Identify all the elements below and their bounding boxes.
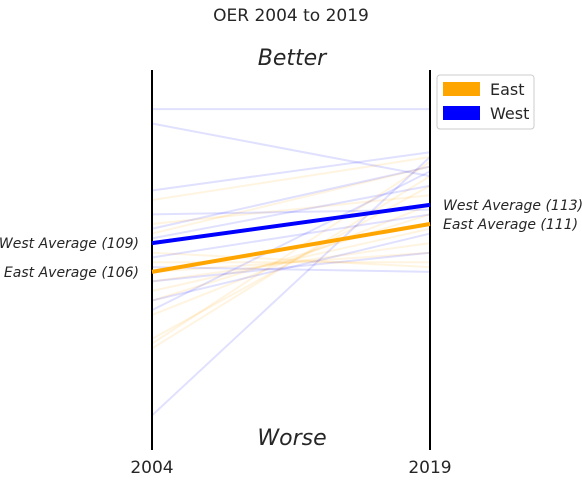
west-average-start-label: West Average (109) [0, 236, 139, 252]
team-line-east-7 [151, 251, 431, 273]
legend-label-east: East [490, 80, 525, 99]
legend: East West [436, 74, 535, 130]
team-line-east-6 [151, 242, 431, 283]
west-average-line [151, 202, 431, 246]
team-line-west-22 [151, 151, 431, 192]
team-line-west-14 [151, 170, 431, 312]
legend-swatch-east [443, 82, 480, 96]
team-line-west-16 [151, 251, 431, 283]
chart-title: OER 2004 to 2019 [213, 6, 369, 26]
team-line-west-13 [151, 156, 431, 417]
x-tick-label-2004: 2004 [130, 458, 173, 478]
team-line-east-10 [151, 165, 431, 235]
team-line-east-3 [151, 203, 431, 316]
team-lines [151, 108, 431, 417]
team-line-west-18 [151, 213, 431, 259]
team-line-east-11 [151, 194, 431, 225]
east-average-line [151, 222, 431, 274]
team-line-east-9 [151, 251, 431, 269]
team-line-east-12 [151, 156, 431, 202]
team-line-west-15 [151, 232, 431, 302]
east-average-end-label: East Average (111) [443, 217, 578, 233]
legend-swatch-west [443, 106, 480, 120]
legend-label-west: West [490, 104, 529, 123]
team-line-west-23 [151, 122, 431, 178]
team-line-west-19 [151, 184, 431, 240]
team-line-east-1 [151, 175, 431, 350]
x-tick-label-2019: 2019 [408, 458, 451, 478]
east-average-start-label: East Average (106) [4, 265, 139, 281]
team-line-west-20 [151, 165, 431, 230]
worse-label: Worse [257, 426, 326, 451]
team-line-east-4 [151, 213, 431, 302]
west-average-end-label: West Average (113) [443, 198, 582, 214]
team-line-west-17 [151, 266, 431, 273]
average-lines [151, 202, 431, 274]
team-line-east-5 [151, 227, 431, 292]
better-label: Better [258, 46, 328, 71]
team-line-east-0 [151, 160, 431, 345]
